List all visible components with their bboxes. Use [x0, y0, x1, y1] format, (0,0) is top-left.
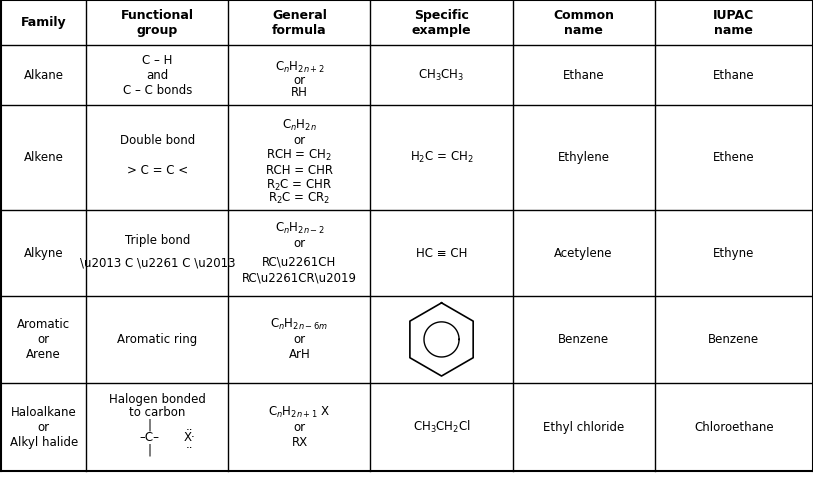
Text: Aromatic
or
Arene: Aromatic or Arene	[17, 318, 70, 361]
Text: Alkene: Alkene	[24, 151, 63, 164]
Text: Ethane: Ethane	[563, 69, 604, 82]
Text: Chloroethane: Chloroethane	[694, 421, 774, 433]
Text: C$_n$H$_{2n}$: C$_n$H$_{2n}$	[282, 118, 317, 133]
Text: Aromatic ring: Aromatic ring	[117, 333, 198, 346]
Text: RCH = CHR: RCH = CHR	[266, 164, 333, 177]
Text: Alkyne: Alkyne	[24, 246, 63, 260]
Text: RH: RH	[291, 86, 308, 99]
Text: Benzene: Benzene	[708, 333, 759, 346]
Text: or: or	[293, 237, 306, 250]
Text: Common
name: Common name	[553, 9, 614, 37]
Text: Ethylene: Ethylene	[558, 151, 610, 164]
Text: H$_2$C = CH$_2$: H$_2$C = CH$_2$	[410, 150, 473, 165]
Text: Halogen bonded: Halogen bonded	[109, 393, 206, 406]
Text: Family: Family	[21, 16, 67, 29]
Text: Benzene: Benzene	[558, 333, 609, 346]
Text: IUPAC
name: IUPAC name	[713, 9, 754, 37]
Text: –C–: –C–	[139, 431, 159, 443]
Text: C$_n$H$_{2n+1}$ X: C$_n$H$_{2n+1}$ X	[268, 404, 331, 420]
Text: R$_2$C = CR$_2$: R$_2$C = CR$_2$	[268, 191, 331, 206]
Text: |: |	[147, 418, 151, 431]
Text: or: or	[293, 333, 306, 346]
Text: RX: RX	[291, 436, 307, 448]
Text: RC\u2261CH: RC\u2261CH	[263, 256, 337, 269]
Text: HC ≡ CH: HC ≡ CH	[415, 246, 467, 260]
Text: to carbon: to carbon	[129, 406, 185, 418]
Text: > C = C <: > C = C <	[127, 164, 188, 177]
Text: |: |	[147, 443, 151, 456]
Text: CH$_3$CH$_3$: CH$_3$CH$_3$	[419, 68, 465, 83]
Text: Alkane: Alkane	[24, 69, 63, 82]
Text: \u2013 C \u2261 C \u2013: \u2013 C \u2261 C \u2013	[80, 257, 235, 270]
Text: RC\u2261CR\u2019: RC\u2261CR\u2019	[242, 272, 357, 285]
Text: Ethyne: Ethyne	[713, 246, 754, 260]
Text: ··: ··	[186, 424, 193, 436]
Text: CH$_3$CH$_2$Cl: CH$_3$CH$_2$Cl	[412, 419, 471, 435]
Text: or: or	[293, 134, 306, 147]
Text: C$_n$H$_{2n+2}$: C$_n$H$_{2n+2}$	[275, 60, 324, 75]
Text: Triple bond: Triple bond	[124, 234, 190, 247]
Text: Acetylene: Acetylene	[554, 246, 613, 260]
Text: Ethene: Ethene	[713, 151, 754, 164]
Text: General
formula: General formula	[272, 9, 327, 37]
Text: C$_n$H$_{2n-6m}$: C$_n$H$_{2n-6m}$	[271, 317, 328, 332]
Text: Ethane: Ethane	[713, 69, 754, 82]
Text: C – H
and
C – C bonds: C – H and C – C bonds	[123, 54, 192, 97]
Text: or: or	[293, 421, 306, 433]
Text: Haloalkane
or
Alkyl halide: Haloalkane or Alkyl halide	[10, 406, 78, 448]
Text: R$_2$C = CHR: R$_2$C = CHR	[267, 178, 333, 193]
Text: Ethyl chloride: Ethyl chloride	[543, 421, 624, 433]
Text: Specific
example: Specific example	[411, 9, 472, 37]
Text: or: or	[293, 74, 306, 87]
Text: X·: X·	[184, 431, 196, 443]
Text: ArH: ArH	[289, 348, 311, 361]
Text: RCH = CH$_2$: RCH = CH$_2$	[267, 148, 333, 163]
Text: C$_n$H$_{2n-2}$: C$_n$H$_{2n-2}$	[275, 220, 324, 235]
Text: Functional
group: Functional group	[121, 9, 193, 37]
Text: Double bond: Double bond	[120, 134, 195, 147]
Text: ··: ··	[186, 442, 193, 454]
